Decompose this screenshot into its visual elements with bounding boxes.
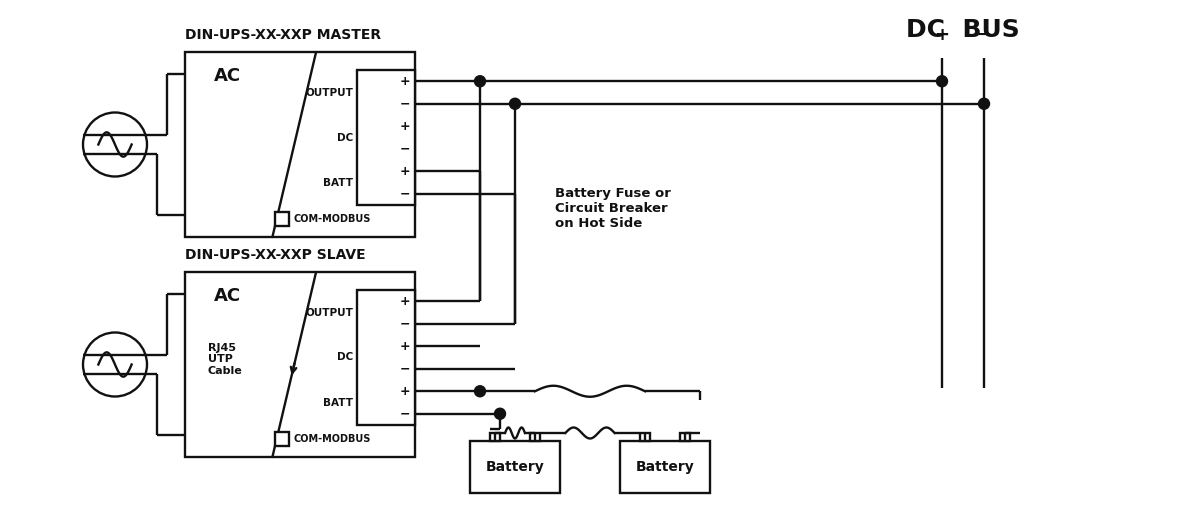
Text: DC: DC [336, 353, 353, 363]
Text: +: + [400, 340, 411, 353]
Circle shape [509, 98, 521, 109]
Text: DIN-UPS-XX-XXP MASTER: DIN-UPS-XX-XXP MASTER [185, 28, 381, 42]
Circle shape [978, 98, 990, 109]
Bar [358, 290, 416, 425]
Text: −: − [400, 187, 410, 200]
Bar [358, 70, 416, 205]
Text: DC  BUS: DC BUS [906, 18, 1019, 42]
Bar [470, 441, 560, 493]
Bar [680, 433, 690, 441]
Text: BATT: BATT [323, 397, 353, 408]
Text: AC: AC [213, 67, 240, 85]
Text: +: + [400, 75, 411, 88]
Text: +: + [400, 385, 411, 398]
Text: +: + [934, 26, 950, 44]
Text: COM-MODBUS: COM-MODBUS [294, 214, 371, 224]
Text: Battery: Battery [485, 460, 545, 474]
Bar [620, 441, 710, 493]
Bar [185, 52, 416, 237]
Circle shape [937, 76, 947, 87]
Text: +: + [400, 295, 411, 308]
Circle shape [495, 408, 506, 419]
Text: −: − [400, 407, 410, 420]
Text: −: − [400, 97, 410, 110]
Bar [529, 433, 540, 441]
Text: OUTPUT: OUTPUT [305, 308, 353, 318]
Text: −: − [977, 26, 991, 44]
Text: RJ45
UTP
Cable: RJ45 UTP Cable [207, 343, 243, 376]
Text: −: − [400, 317, 410, 330]
Text: +: + [400, 165, 411, 178]
Circle shape [475, 76, 485, 87]
Bar [275, 212, 289, 226]
Text: COM-MODBUS: COM-MODBUS [294, 434, 371, 444]
Bar [641, 433, 650, 441]
Text: BATT: BATT [323, 178, 353, 188]
Text: OUTPUT: OUTPUT [305, 88, 353, 97]
Text: +: + [400, 120, 411, 133]
Bar [185, 272, 416, 457]
Text: Battery: Battery [636, 460, 694, 474]
Text: AC: AC [213, 287, 240, 305]
Bar [275, 432, 289, 446]
Text: −: − [400, 142, 410, 155]
Text: Battery Fuse or
Circuit Breaker
on Hot Side: Battery Fuse or Circuit Breaker on Hot S… [555, 186, 671, 229]
Text: DIN-UPS-XX-XXP SLAVE: DIN-UPS-XX-XXP SLAVE [185, 248, 366, 262]
Text: −: − [400, 362, 410, 375]
Text: DC: DC [336, 133, 353, 142]
Bar [490, 433, 500, 441]
Circle shape [475, 386, 485, 397]
